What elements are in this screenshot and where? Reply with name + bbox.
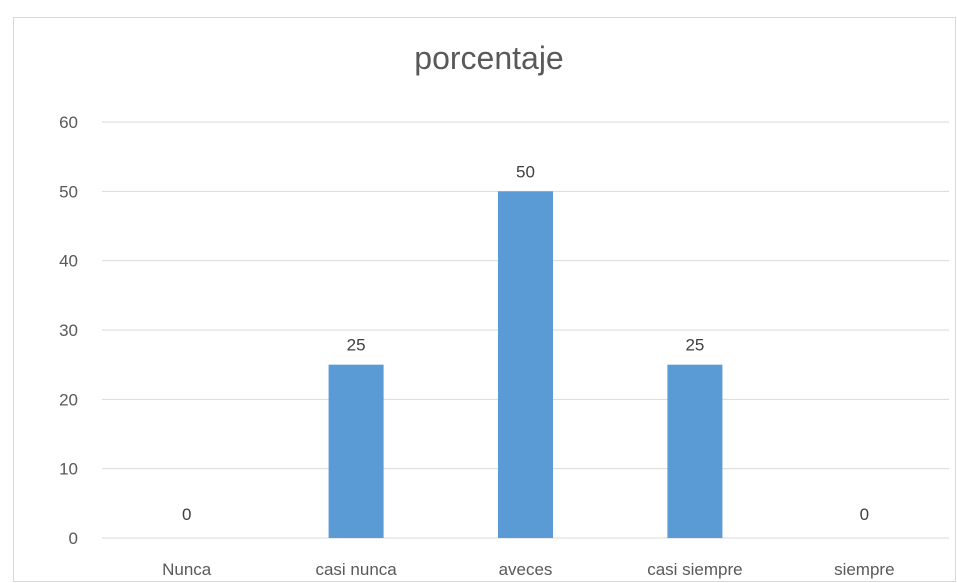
x-category-label: siempre bbox=[834, 560, 894, 579]
y-tick-label: 40 bbox=[59, 252, 78, 271]
y-axis-ticks: 0 10 20 30 40 50 60 bbox=[59, 113, 78, 548]
y-tick-label: 50 bbox=[59, 182, 78, 201]
data-label: 0 bbox=[182, 505, 191, 524]
y-tick-label: 30 bbox=[59, 321, 78, 340]
data-label: 25 bbox=[685, 336, 704, 355]
y-tick-label: 10 bbox=[59, 460, 78, 479]
bars bbox=[328, 191, 723, 539]
x-category-label: casi siempre bbox=[647, 560, 742, 579]
x-category-label: aveces bbox=[499, 560, 553, 579]
bar bbox=[498, 191, 553, 539]
chart-title: porcentaje bbox=[414, 40, 563, 76]
bar bbox=[667, 364, 723, 538]
chart-frame bbox=[13, 17, 956, 582]
y-tick-label: 20 bbox=[59, 390, 78, 409]
x-category-label: Nunca bbox=[162, 560, 212, 579]
x-category-label: casi nunca bbox=[315, 560, 397, 579]
x-axis-categories: Nunca casi nunca aveces casi siempre siempre bbox=[162, 560, 894, 579]
data-labels: 0 25 50 25 0 bbox=[182, 162, 869, 524]
bar bbox=[328, 364, 384, 538]
y-tick-label: 60 bbox=[59, 113, 78, 132]
y-tick-label: 0 bbox=[69, 529, 78, 548]
data-label: 25 bbox=[347, 336, 366, 355]
data-label: 0 bbox=[860, 505, 869, 524]
data-label: 50 bbox=[516, 162, 535, 181]
